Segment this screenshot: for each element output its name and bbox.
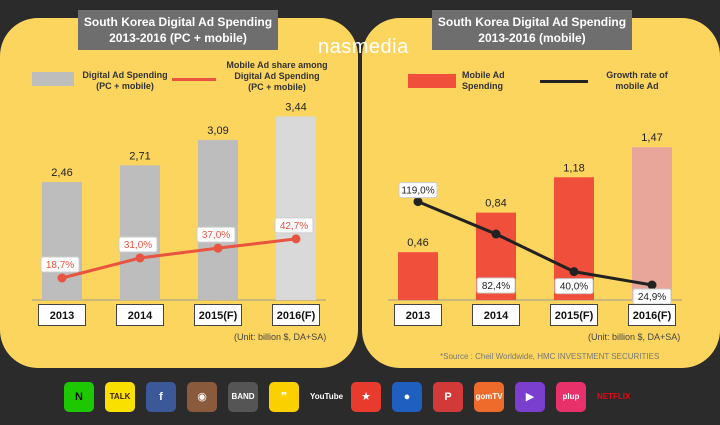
left-bar-label-2016(F): 3,44 — [285, 101, 306, 113]
app-icon-youtube: YouTube — [310, 382, 343, 412]
app-icon-app8: ★ — [351, 382, 381, 412]
right-bar-2013 — [398, 252, 438, 300]
right-legend-bar-swatch — [408, 74, 456, 88]
app-icon-gomtv: gomTV — [474, 382, 504, 412]
right-legend-bar-label: Mobile Ad Spending — [462, 70, 505, 91]
right-point-label-2014: 82,4% — [482, 281, 510, 292]
app-icon-band: BAND — [228, 382, 258, 412]
left-unit-note: (Unit: billion $, DA+SA) — [234, 332, 327, 342]
left-bar-2014 — [120, 165, 160, 300]
left-point-2013 — [57, 273, 67, 283]
left-category-2014: 2014 — [116, 304, 164, 326]
app-icon-app10: P — [433, 382, 463, 412]
right-point-2013 — [413, 197, 423, 207]
left-bar-label-2014: 2,71 — [129, 150, 150, 162]
app-icon-plup: plup — [556, 382, 586, 412]
left-chart: 2,46 2,71 3,09 3,44 18,7% 31,0% 37,0% 42,7% — [32, 101, 326, 301]
right-point-label-2013: 119,0% — [401, 186, 434, 197]
right-category-2013: 2013 — [394, 304, 442, 326]
right-point-2015(F) — [569, 267, 579, 277]
left-legend-bar-label: Digital Ad Spending (PC + mobile) — [82, 70, 168, 91]
right-chart-title: South Korea Digital Ad Spending 2013-201… — [432, 10, 632, 50]
app-icon-naver: N — [64, 382, 94, 412]
right-bar-label-2014: 0,84 — [485, 198, 506, 210]
left-bar-2016(F) — [276, 116, 316, 300]
right-point-label-2016(F): 24,9% — [638, 292, 666, 303]
right-point-2016(F) — [647, 280, 657, 290]
right-point-label-box-2014 — [476, 277, 516, 294]
app-icon-instagram: ◉ — [187, 382, 217, 412]
app-icon-netflix: NETFLIX — [597, 382, 630, 412]
right-legend-line-swatch — [540, 80, 588, 83]
app-icon-pooq: ● — [392, 382, 422, 412]
right-bar-label-2013: 0,46 — [407, 237, 428, 249]
left-point-label-2015(F): 37,0% — [202, 230, 230, 241]
left-point-label-2013: 18,7% — [46, 260, 74, 271]
left-chart-title: South Korea Digital Ad Spending 2013-201… — [78, 10, 278, 50]
left-category-2013: 2013 — [38, 304, 86, 326]
right-chart: 0,46 0,84 1,18 1,47 119,0% 82,4% 40,0% 24,9% — [388, 132, 682, 305]
left-point-label-box-2014 — [118, 236, 158, 253]
right-category-2016(F): 2016(F) — [628, 304, 676, 326]
left-point-label-box-2013 — [40, 256, 80, 273]
left-point-label-2016(F): 42,7% — [280, 221, 308, 232]
right-bar-2016(F) — [632, 147, 672, 300]
left-title-line2: 2013-2016 (PC + mobile) — [109, 31, 247, 45]
right-title-line1: South Korea Digital Ad Spending — [437, 15, 627, 29]
left-bar-label-2013: 2,46 — [51, 167, 72, 179]
right-unit-note: (Unit: billion $, DA+SA) — [588, 332, 681, 342]
app-icon-kakaostory: ❞ — [269, 382, 299, 412]
left-legend-line-swatch — [172, 78, 216, 81]
left-point-2016(F) — [291, 234, 301, 244]
left-point-2014 — [135, 253, 145, 263]
right-title-line2: 2013-2016 (mobile) — [478, 31, 586, 45]
right-point-2014 — [491, 229, 501, 239]
brand-logo: nasmedia — [318, 36, 409, 58]
right-category-2015(F): 2015(F) — [550, 304, 598, 326]
right-bar-label-2015(F): 1,18 — [563, 162, 584, 174]
right-category-2014: 2014 — [472, 304, 520, 326]
right-point-label-2015(F): 40,0% — [560, 282, 588, 293]
right-bar-label-2016(F): 1,47 — [641, 132, 662, 144]
left-title-line1: South Korea Digital Ad Spending — [83, 15, 273, 29]
left-legend-bar-swatch — [32, 72, 74, 86]
left-bar-label-2015(F): 3,09 — [207, 125, 228, 137]
right-legend-line-label: Growth rate of mobile Ad — [606, 70, 668, 91]
left-category-2015(F): 2015(F) — [194, 304, 242, 326]
left-point-label-box-2015(F) — [196, 226, 236, 243]
right-point-label-box-2013 — [398, 182, 438, 199]
left-category-2016(F): 2016(F) — [272, 304, 320, 326]
left-legend-line-label: Mobile Ad share among Digital Ad Spendin… — [226, 60, 328, 92]
left-point-2015(F) — [213, 243, 223, 253]
app-icon-kakaotalk: TALK — [105, 382, 135, 412]
source-note: *Source : Cheil Worldwide, HMC INVESTMEN… — [440, 352, 660, 361]
right-point-label-box-2015(F) — [554, 278, 594, 295]
left-line — [61, 237, 297, 280]
app-icon-app12: ▶ — [515, 382, 545, 412]
app-icon-facebook: f — [146, 382, 176, 412]
right-line — [417, 200, 653, 287]
left-bar-2015(F) — [198, 139, 238, 300]
left-point-label-2014: 31,0% — [124, 240, 152, 251]
left-point-label-box-2016(F) — [274, 217, 314, 234]
